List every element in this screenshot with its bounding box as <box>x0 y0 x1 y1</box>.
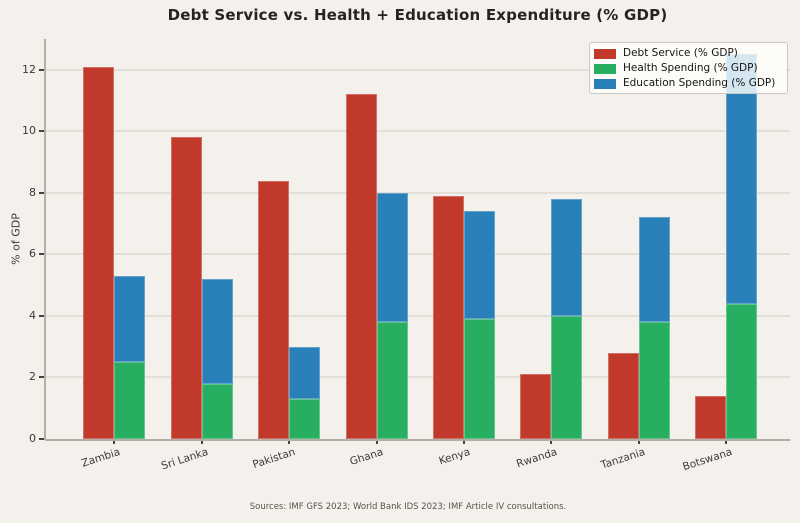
bar-education-spending-botswana <box>726 54 758 304</box>
y-tick-label-6: 6 <box>29 247 36 261</box>
gridline-6 <box>45 253 790 256</box>
bar-debt-service-botswana <box>695 395 727 439</box>
x-tick-mark-botswana <box>725 439 728 444</box>
x-tick-mark-tanzania <box>637 439 640 444</box>
legend-swatch-health-spending <box>594 63 616 74</box>
y-tick-label-10: 10 <box>22 124 36 138</box>
bar-debt-service-ghana <box>345 94 377 439</box>
bar-debt-service-rwanda <box>520 374 552 439</box>
bar-health-spending-sri-lanka <box>201 383 233 439</box>
bar-education-spending-tanzania <box>638 217 670 323</box>
y-tick-mark-2 <box>39 376 45 379</box>
y-axis-spine <box>44 39 46 440</box>
legend-label-health-spending: Health Spending (% GDP) <box>623 62 758 74</box>
bar-debt-service-zambia <box>83 66 115 439</box>
x-tick-mark-kenya <box>463 439 466 444</box>
bar-debt-service-sri-lanka <box>170 137 202 439</box>
x-tick-mark-zambia <box>113 439 116 444</box>
bar-education-spending-sri-lanka <box>201 279 233 384</box>
bar-debt-service-kenya <box>433 195 465 439</box>
source-note: Sources: IMF GFS 2023; World Bank IDS 20… <box>249 502 567 512</box>
bar-health-spending-botswana <box>726 303 758 439</box>
x-tick-mark-sri-lanka <box>200 439 203 444</box>
bar-health-spending-tanzania <box>638 322 670 439</box>
legend: Debt Service (% GDP) Health Spending (% G… <box>589 42 788 94</box>
y-tick-mark-0 <box>39 438 45 440</box>
bar-health-spending-ghana <box>376 322 408 439</box>
chart-title: Debt Service vs. Health + Education Expe… <box>167 6 668 24</box>
bar-education-spending-zambia <box>114 275 146 363</box>
bar-education-spending-rwanda <box>551 199 583 316</box>
y-tick-mark-8 <box>39 191 45 194</box>
bar-debt-service-tanzania <box>607 352 639 439</box>
y-tick-mark-12 <box>39 68 45 71</box>
bar-health-spending-kenya <box>464 319 496 439</box>
bar-education-spending-ghana <box>376 192 408 323</box>
y-tick-mark-10 <box>39 130 45 133</box>
x-tick-mark-pakistan <box>288 439 291 444</box>
y-tick-mark-6 <box>39 253 45 256</box>
x-axis-spine <box>45 439 790 441</box>
legend-item-health-spending: Health Spending (% GDP) <box>594 61 783 76</box>
legend-label-debt-service: Debt Service (% GDP) <box>623 47 738 59</box>
bar-health-spending-rwanda <box>551 315 583 439</box>
y-tick-label-0: 0 <box>29 432 36 445</box>
y-tick-label-12: 12 <box>22 62 36 76</box>
x-tick-mark-rwanda <box>550 439 553 444</box>
bar-education-spending-pakistan <box>289 346 321 399</box>
bar-health-spending-zambia <box>114 362 146 439</box>
bar-health-spending-pakistan <box>289 399 321 439</box>
gridline-12 <box>45 68 790 71</box>
legend-label-education-spending: Education Spending (% GDP) <box>623 77 776 89</box>
y-tick-label-4: 4 <box>29 308 36 322</box>
legend-item-debt-service: Debt Service (% GDP) <box>594 46 783 61</box>
y-tick-mark-4 <box>39 314 45 317</box>
y-tick-label-8: 8 <box>29 185 36 199</box>
bar-debt-service-pakistan <box>258 180 290 439</box>
gridline-2 <box>45 376 790 379</box>
legend-item-education-spending: Education Spending (% GDP) <box>594 76 783 91</box>
legend-swatch-education-spending <box>594 78 616 89</box>
bar-education-spending-kenya <box>464 211 496 319</box>
x-tick-mark-ghana <box>375 439 378 444</box>
gridline-4 <box>45 314 790 317</box>
gridline-10 <box>45 130 790 133</box>
y-tick-label-2: 2 <box>29 370 36 384</box>
gridline-8 <box>45 191 790 194</box>
legend-swatch-debt-service <box>594 48 616 59</box>
